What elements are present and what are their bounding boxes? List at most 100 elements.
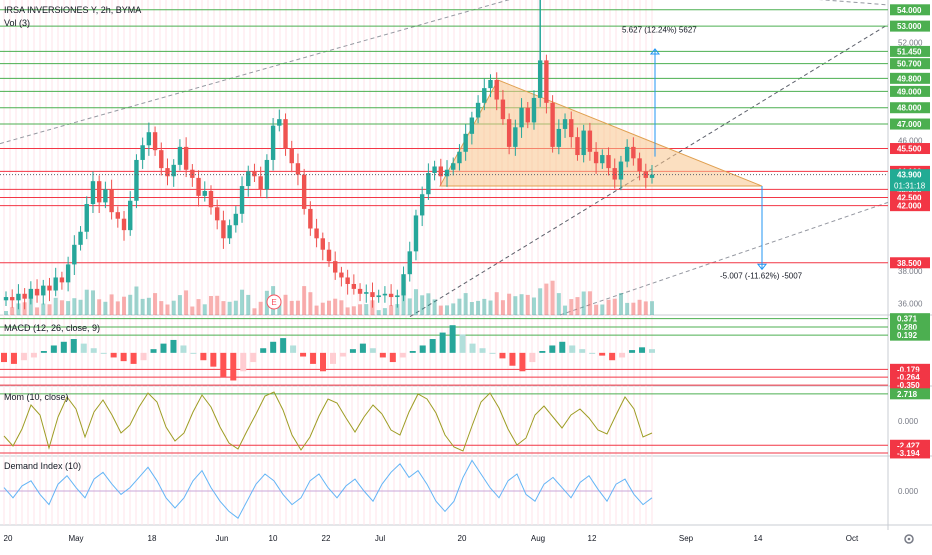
projection-targets: 5.627 (12.24%) 5627 -5.007 (-11.62%) -500… <box>622 26 803 281</box>
candle-body <box>146 132 152 146</box>
candle-body <box>258 176 263 190</box>
candle-body <box>308 208 313 229</box>
volume-bar <box>146 297 151 315</box>
candle-body <box>152 132 158 151</box>
green-level-badge-bg <box>890 85 930 97</box>
macd-histogram-bar <box>569 345 576 353</box>
volume-bar <box>240 289 245 315</box>
candle-body <box>395 295 400 298</box>
macd-histogram-bar <box>230 352 237 381</box>
volume-bar <box>525 294 530 315</box>
candle-body <box>103 189 108 203</box>
symbol-title: IRSA INVERSIONES Y, 2h, BYMA <box>4 5 142 15</box>
candle-body <box>246 171 251 187</box>
macd-histogram-bar <box>130 352 137 364</box>
macd-red-badge: -0.264 <box>897 373 920 382</box>
macd-red-badge-bg <box>890 379 930 391</box>
volume-bar <box>438 305 443 315</box>
upper-channel-line <box>0 0 510 145</box>
candle-body <box>637 158 642 172</box>
volume-bar <box>59 300 64 315</box>
candle-body <box>121 218 127 231</box>
candle-body <box>47 285 52 291</box>
level-lines <box>0 9 888 264</box>
demand-line <box>3 459 653 519</box>
macd-histogram-bar <box>280 338 287 353</box>
volume-bar <box>426 293 431 315</box>
candle-body <box>345 277 350 284</box>
volume-bar <box>500 300 505 315</box>
red-level-badge-bg <box>890 191 930 203</box>
volume-bar <box>351 306 356 315</box>
macd-green-badge-bg <box>890 329 930 341</box>
candle-body <box>227 225 232 239</box>
macd-histogram-bar <box>180 345 187 353</box>
candle-body <box>289 148 294 164</box>
green-level-badge-bg <box>890 58 930 70</box>
macd-histogram-bar <box>200 352 207 361</box>
macd-green-badge-bg <box>890 321 930 333</box>
macd-histogram-bar <box>419 345 426 353</box>
green-level-badge-bg <box>890 20 930 32</box>
candle-body <box>413 215 419 252</box>
volume-bar <box>482 298 487 315</box>
candle-body <box>364 292 369 294</box>
candle-body <box>581 130 586 156</box>
candle-body <box>513 127 518 147</box>
macd-histogram-bar <box>170 339 177 353</box>
candle-body <box>41 285 46 296</box>
candle-body <box>419 194 425 216</box>
candle-body <box>208 190 214 208</box>
macd-histogram-bar <box>20 352 27 361</box>
candle-body <box>72 244 77 265</box>
candle-body <box>382 293 388 296</box>
volume-bar <box>643 301 648 315</box>
macd-histogram-bar <box>519 352 526 372</box>
demand-axis-tick: 0.000 <box>898 487 919 496</box>
volume-bar <box>531 297 536 315</box>
candle-body <box>606 155 611 169</box>
macd-histogram-bar <box>300 352 307 357</box>
macd-histogram-bar <box>509 352 516 366</box>
gear-icon-ring <box>904 534 914 544</box>
volume-label: Vol (3) <box>4 18 31 28</box>
volume-bar <box>618 293 623 315</box>
candle-body <box>10 297 15 301</box>
macd-histogram-bar <box>529 352 536 363</box>
candle-body <box>444 169 450 177</box>
volume-bar <box>488 300 493 315</box>
gear-icon-hub <box>907 537 911 541</box>
macd-histogram-bar <box>349 349 356 353</box>
volume-bar <box>72 298 77 315</box>
candle-body <box>612 168 617 180</box>
volume-bar <box>252 308 257 315</box>
volume-bar <box>10 307 15 315</box>
volume-bar <box>41 303 46 315</box>
volume-bar <box>457 298 462 315</box>
current-price-bg <box>890 169 930 192</box>
candle-body <box>96 181 102 203</box>
macd-histogram-bar <box>250 352 257 363</box>
volume-bar <box>196 299 201 315</box>
macd-histogram-bar <box>339 352 346 357</box>
mom-red-badge: -2.427 <box>897 441 920 450</box>
volume-bar <box>625 302 630 315</box>
candle-body <box>34 288 40 296</box>
candle-body <box>469 117 475 134</box>
price-axis-tick: 36.000 <box>898 300 923 309</box>
macd-histogram-bar <box>599 352 606 356</box>
volume-bar <box>202 304 207 315</box>
macd-histogram-bar <box>549 345 556 353</box>
candle-body <box>283 119 288 149</box>
macd-histogram-bar <box>619 352 626 358</box>
candle-body <box>401 274 406 296</box>
candle-body <box>500 99 506 120</box>
mom-line <box>3 391 653 452</box>
mom-green-badge: 2.718 <box>897 390 918 399</box>
volume-bar <box>401 291 406 315</box>
candle-body <box>115 212 121 219</box>
green-level-badge-bg <box>890 4 930 16</box>
volume-bar <box>153 293 158 315</box>
